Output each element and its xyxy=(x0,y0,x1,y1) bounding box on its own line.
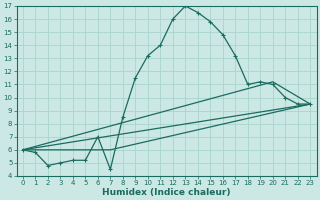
X-axis label: Humidex (Indice chaleur): Humidex (Indice chaleur) xyxy=(102,188,231,197)
